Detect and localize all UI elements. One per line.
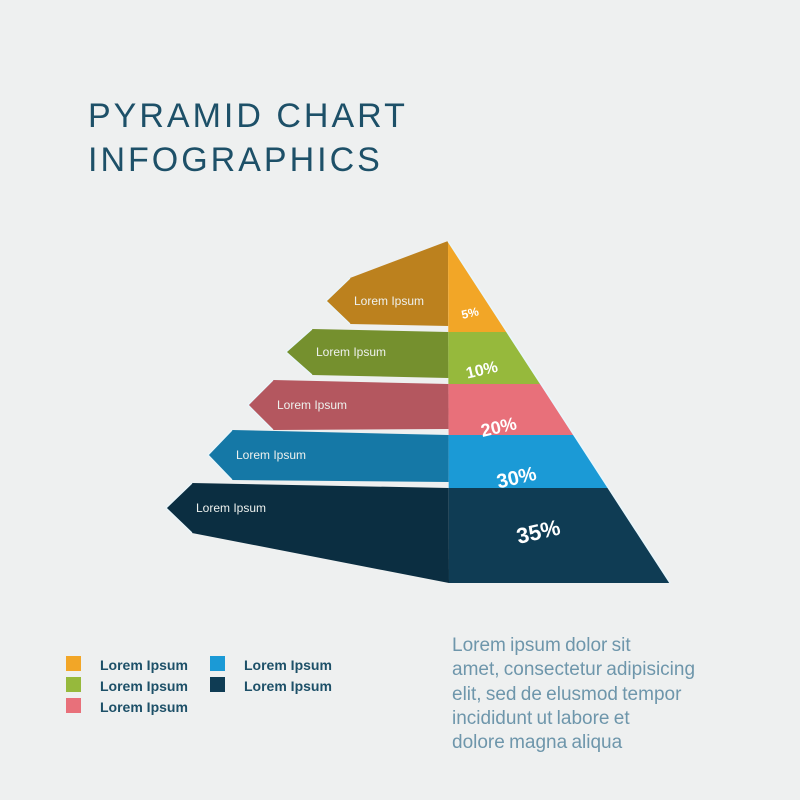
- svg-text:Lorem Ipsum: Lorem Ipsum: [277, 398, 347, 412]
- svg-text:Lorem Ipsum: Lorem Ipsum: [236, 448, 306, 462]
- svg-text:Lorem Ipsum: Lorem Ipsum: [316, 345, 386, 359]
- svg-text:Lorem Ipsum: Lorem Ipsum: [354, 294, 424, 308]
- svg-text:Lorem Ipsum: Lorem Ipsum: [196, 501, 266, 515]
